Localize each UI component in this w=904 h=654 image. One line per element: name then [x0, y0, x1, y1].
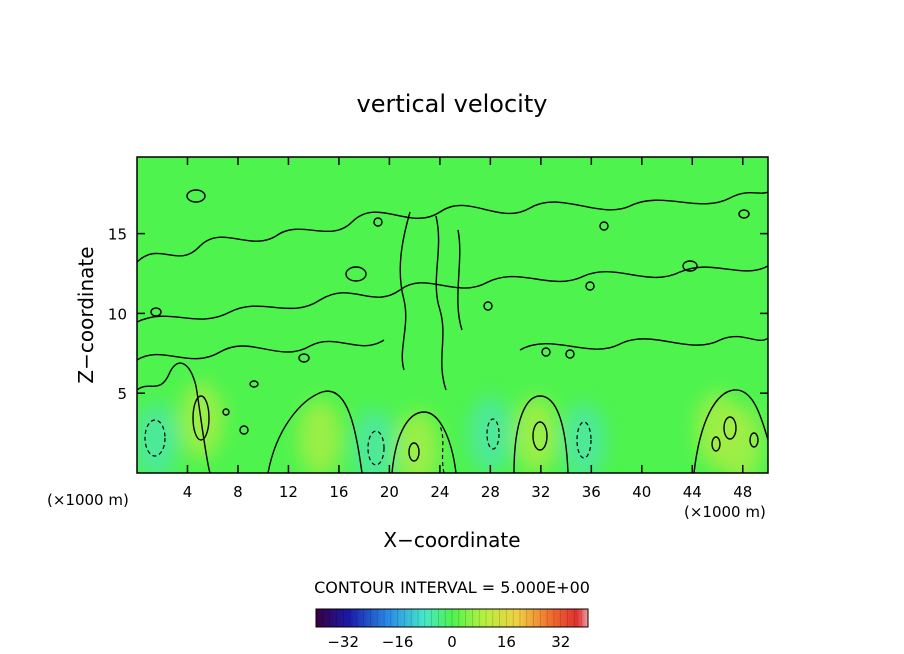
contour-line	[693, 389, 768, 473]
contour-loop-negative	[576, 421, 592, 459]
updraft-region-6	[513, 396, 558, 473]
contour-loop	[565, 349, 575, 359]
x-tick-label: 12	[279, 483, 298, 501]
contour-line	[137, 191, 768, 263]
y-tick-label: 5	[117, 385, 127, 403]
colorbar-tick-label: −32	[327, 633, 359, 651]
plot-area	[136, 156, 769, 474]
plot-background	[137, 157, 768, 473]
contour-line	[267, 390, 363, 473]
contour-line-negative	[439, 425, 445, 473]
colorbar-tick-label: 0	[447, 633, 457, 651]
x-tick-label: 48	[733, 483, 752, 501]
x-tick-label: 20	[380, 483, 399, 501]
x-tick-label: 44	[683, 483, 702, 501]
contour-loop	[599, 221, 609, 231]
colorbar-tick-label: 16	[497, 633, 516, 651]
colorbar-tick-label: 32	[551, 633, 570, 651]
contour-loop	[186, 189, 206, 203]
x-unit-label-right: (×1000 m)	[684, 503, 766, 521]
contour-loop	[749, 432, 759, 448]
contour-loop	[532, 421, 548, 451]
x-tick-label: 32	[531, 483, 550, 501]
contour-loop-negative	[367, 430, 385, 466]
colorbar-tick-label: −16	[382, 633, 414, 651]
y-axis-label: Z−coordinate	[74, 246, 98, 383]
contour-loop	[408, 442, 420, 462]
contour-loop-negative	[486, 418, 500, 450]
x-axis: 4 8 12 16 20 24 28 32 36 40 44 48	[183, 157, 752, 501]
contour-loop	[738, 209, 750, 219]
contour-loop	[249, 380, 259, 388]
x-tick-label: 4	[183, 483, 193, 501]
contour-loop	[192, 395, 210, 441]
updraft-region-4	[395, 411, 440, 473]
contour-loop	[585, 281, 595, 291]
contour-loop	[222, 408, 230, 416]
contour-interval-label: CONTOUR INTERVAL = 5.000E+00	[314, 578, 590, 597]
contour-loop	[711, 436, 721, 452]
y-tick-label: 15	[108, 226, 127, 244]
contour-line	[137, 339, 385, 361]
contour-line	[137, 265, 768, 323]
contour-loop	[298, 353, 310, 363]
x-tick-label: 8	[233, 483, 243, 501]
contour-loop	[723, 416, 737, 440]
y-axis: 5 10 15	[108, 226, 768, 403]
contour-loop	[483, 301, 493, 311]
x-tick-label: 28	[481, 483, 500, 501]
downdraft-region-3	[352, 409, 397, 473]
contour-line	[519, 335, 768, 351]
downdraft-region-5	[468, 396, 513, 473]
x-tick-label: 36	[582, 483, 601, 501]
contour-loop	[373, 217, 383, 227]
x-unit-label-left: (×1000 m)	[47, 491, 129, 509]
colorbar-gradient	[315, 608, 589, 628]
contour-loop	[541, 347, 551, 357]
contour-loop	[345, 266, 367, 282]
contour-loop	[682, 260, 698, 272]
contour-loop-negative	[144, 419, 166, 457]
contour-loop	[150, 307, 162, 317]
downdraft-region-2	[137, 403, 178, 473]
contour-line	[399, 211, 463, 391]
contour-loop	[239, 425, 249, 435]
updraft-region-9	[718, 406, 763, 473]
x-tick-label: 16	[329, 483, 348, 501]
x-axis-label: X−coordinate	[383, 528, 520, 552]
downdraft-region-7	[561, 403, 606, 473]
x-tick-label: 24	[430, 483, 449, 501]
contour-line	[137, 362, 211, 473]
y-tick-label: 10	[108, 305, 127, 323]
chart-title: vertical velocity	[357, 90, 548, 118]
updraft-region-1	[297, 399, 342, 473]
contour-line	[391, 411, 457, 473]
contour-line	[513, 395, 569, 473]
colorbar: −32 −16 0 16 32	[315, 608, 589, 651]
x-tick-label: 40	[632, 483, 651, 501]
plot-frame	[136, 156, 769, 474]
